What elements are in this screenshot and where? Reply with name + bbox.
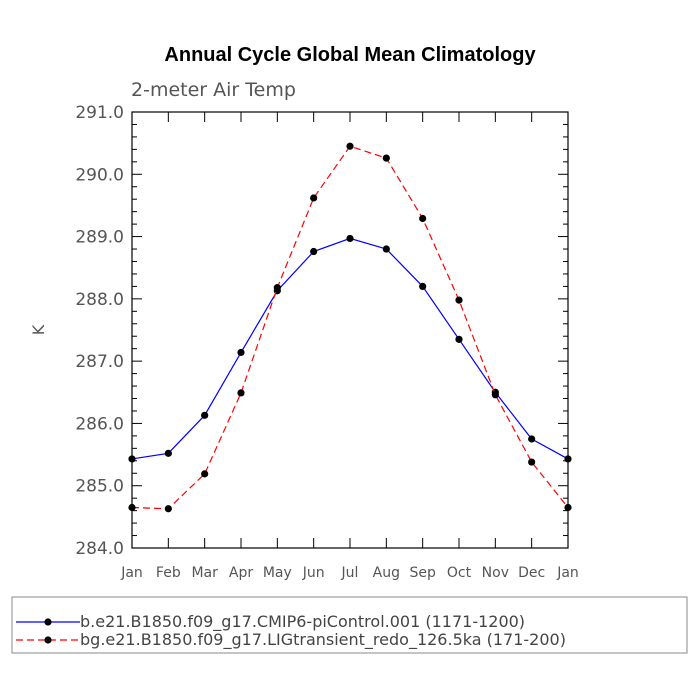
plot-frame: [131, 111, 569, 549]
data-point: [419, 214, 427, 223]
series-2: [128, 142, 572, 513]
data-point: [455, 335, 463, 343]
y-tick-label: 289.0: [75, 228, 124, 248]
legend-box: [11, 596, 688, 654]
axis-tick-labels: Jan Feb Mar Apr May Jun Jul Aug Sep Oct Nov Dec Jan 2…: [75, 103, 578, 581]
x-tick-label: Jul: [341, 565, 359, 581]
data-point: [310, 194, 318, 202]
x-tick-label: Nov: [482, 565, 509, 581]
x-tick-label: Dec: [518, 565, 545, 581]
chart-title: Annual Cycle Global Mean Climatology: [164, 44, 536, 66]
data-point: [382, 154, 390, 162]
series-line: [131, 237, 569, 460]
legend: b.e21.B1850.f09_g17.CMIP6-piControl.001 …: [11, 596, 688, 654]
legend-label: bg.e21.B1850.f09_g17.LIGtransient_redo_1…: [80, 630, 566, 650]
data-point: [346, 142, 354, 150]
y-tick-label: 291.0: [75, 103, 124, 123]
data-point: [346, 234, 354, 243]
data-point: [128, 503, 136, 512]
data-point: [419, 282, 427, 290]
data-point: [310, 247, 318, 256]
axis-ticks: [131, 111, 569, 549]
y-axis-label: K: [29, 324, 48, 335]
x-tick-label: Apr: [229, 565, 253, 581]
x-tick-label: Jun: [302, 565, 325, 581]
data-point: [455, 296, 463, 304]
series-line: [131, 145, 569, 510]
legend-marker: [44, 636, 52, 644]
series-1: [128, 234, 572, 463]
y-tick-label: 284.0: [75, 539, 124, 559]
data-point: [564, 455, 572, 463]
y-tick-label: 290.0: [75, 165, 124, 185]
y-tick-label: 287.0: [75, 352, 124, 372]
data-point: [528, 458, 536, 466]
x-tick-label: Oct: [447, 565, 472, 581]
x-tick-label: Jan: [556, 565, 579, 581]
x-tick-label: May: [263, 565, 292, 581]
legend-label: b.e21.B1850.f09_g17.CMIP6-piControl.001 …: [80, 612, 525, 632]
legend-marker: [44, 618, 52, 626]
x-tick-label: Feb: [156, 565, 181, 581]
data-point: [237, 348, 245, 357]
y-tick-label: 285.0: [75, 477, 124, 497]
data-point: [164, 505, 172, 513]
data-point: [491, 391, 499, 399]
data-point: [201, 470, 209, 478]
y-tick-label: 288.0: [75, 290, 124, 310]
data-point: [201, 411, 209, 419]
series-layer: [128, 142, 572, 513]
data-point: [128, 455, 136, 463]
data-point: [564, 503, 572, 512]
x-tick-label: Aug: [373, 565, 400, 581]
data-point: [382, 245, 390, 253]
chart-subtitle: 2-meter Air Temp: [131, 79, 296, 101]
data-point: [164, 449, 172, 457]
x-tick-label: Sep: [409, 565, 436, 581]
data-point: [237, 389, 245, 397]
y-tick-label: 286.0: [75, 414, 124, 434]
x-tick-label: Mar: [191, 565, 218, 581]
data-point: [273, 284, 281, 292]
data-point: [528, 435, 536, 443]
x-tick-label: Jan: [120, 565, 143, 581]
